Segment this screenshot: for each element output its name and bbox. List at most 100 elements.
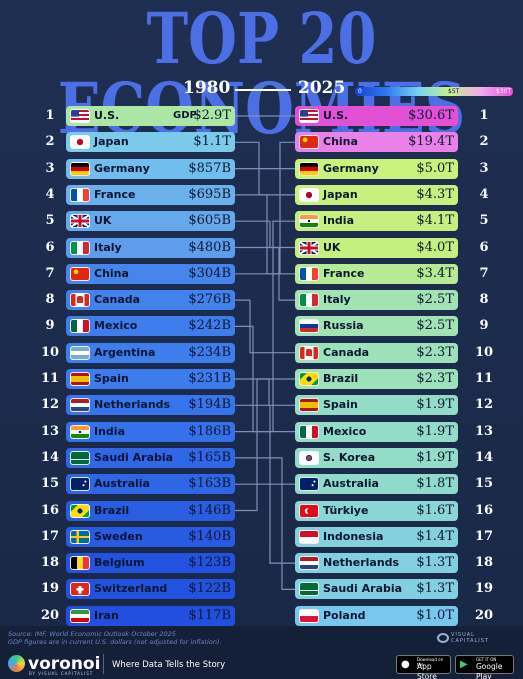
rank-2025-16: 16 <box>474 502 494 518</box>
rank-2025-4: 4 <box>479 186 489 202</box>
rank-1980-8: 8 <box>45 292 55 308</box>
rank-1980-10: 10 <box>40 344 60 360</box>
us-flag-icon <box>70 109 90 123</box>
in-flag-icon <box>299 214 319 229</box>
rank-2025-19: 19 <box>474 581 494 597</box>
app-store-button[interactable]: ● Download on the App Store <box>396 655 451 679</box>
connector-uk <box>235 220 295 249</box>
rank-2025-12: 12 <box>474 397 494 413</box>
google-play-label: Google Play <box>476 662 503 679</box>
rank-1980-5: 5 <box>45 213 55 229</box>
uk-flag-icon <box>70 214 90 229</box>
value-1980-14: $165B <box>188 449 231 465</box>
bar-2025-tr <box>295 500 458 521</box>
bar-2025-ca <box>295 342 458 363</box>
value-1980-19: $122B <box>188 581 231 597</box>
tr-flag-icon <box>299 503 319 518</box>
country-1980-7: China <box>94 266 129 280</box>
country-1980-3: Germany <box>94 161 150 175</box>
bar-2025-au <box>295 474 458 495</box>
value-2025-9: $2.5T <box>416 318 454 334</box>
mx-flag-icon <box>299 424 319 439</box>
country-1980-4: France <box>94 187 136 201</box>
country-2025-14: S. Korea <box>323 450 376 464</box>
value-1980-1: $2.9T <box>193 108 231 123</box>
country-2025-16: Türkiye <box>323 503 369 517</box>
country-1980-6: Italy <box>94 240 122 254</box>
bar-1980-ca <box>66 290 235 311</box>
es-flag-icon <box>70 372 90 386</box>
country-1980-13: India <box>94 424 125 438</box>
value-1980-3: $857B <box>188 160 231 176</box>
value-2025-17: $1.4T <box>416 528 454 544</box>
country-1980-19: Switzerland <box>94 582 168 596</box>
value-1980-15: $163B <box>188 476 231 492</box>
nl-flag-icon <box>299 556 319 571</box>
value-1980-11: $231B <box>188 371 231 386</box>
country-2025-2: China <box>323 135 358 149</box>
year-2025-label: 2025 <box>298 78 346 98</box>
rank-1980-20: 20 <box>40 607 60 623</box>
country-1980-5: UK <box>94 214 112 228</box>
value-2025-13: $1.9T <box>416 423 454 439</box>
uk-flag-icon <box>299 240 319 255</box>
bar-1980-fr <box>66 184 235 205</box>
country-1980-12: Netherlands <box>94 398 171 412</box>
it-flag-icon <box>299 293 319 308</box>
bar-1980-ch <box>66 579 235 600</box>
bar-2025-us <box>295 106 458 126</box>
ch-flag-icon <box>70 582 90 597</box>
bar-1980-cn <box>66 263 235 284</box>
be-flag-icon <box>70 556 90 571</box>
cn-flag-icon <box>70 266 90 281</box>
connector-cn <box>235 141 295 275</box>
bar-1980-be <box>66 553 235 574</box>
fr-flag-icon <box>70 187 90 202</box>
rank-2025-13: 13 <box>474 423 494 439</box>
country-2025-4: Japan <box>323 187 358 201</box>
value-2025-6: $4.0T <box>416 239 454 255</box>
rank-1980-12: 12 <box>40 397 60 413</box>
country-1980-18: Belgium <box>94 556 145 570</box>
tagline-divider <box>103 654 104 674</box>
bar-1980-br <box>66 500 235 521</box>
rank-2025-6: 6 <box>479 239 489 255</box>
country-2025-7: France <box>323 266 365 280</box>
google-play-button[interactable]: ▶ GET IT ON Google Play <box>455 655 514 679</box>
bar-1980-au <box>66 474 235 495</box>
au-flag-icon <box>299 477 319 492</box>
value-2025-12: $1.9T <box>416 397 454 413</box>
pl-flag-icon <box>299 608 319 623</box>
legend-min-label: 0 <box>358 88 362 95</box>
legend-max-label: $30T <box>496 88 512 95</box>
app-store-small-text: Download on the <box>417 657 444 667</box>
value-1980-16: $146B <box>188 502 231 518</box>
fr-flag-icon <box>299 266 319 281</box>
rank-2025-11: 11 <box>474 371 494 386</box>
country-2025-6: UK <box>323 240 341 254</box>
id-flag-icon <box>299 529 319 544</box>
jp-flag-icon <box>70 135 90 150</box>
country-1980-1: U.S. <box>94 109 120 122</box>
bar-1980-us <box>66 106 235 126</box>
rank-1980-1: 1 <box>45 108 55 123</box>
de-flag-icon <box>70 161 90 176</box>
bar-1980-nl <box>66 395 235 416</box>
visual-capitalist-logo: VISUAL CAPITALIST <box>451 632 489 644</box>
source-footnote: GDP figures are in current U.S. dollars … <box>8 638 222 646</box>
brand-name: voronoi <box>28 654 101 674</box>
rank-1980-19: 19 <box>40 581 60 597</box>
country-2025-9: Russia <box>323 319 364 333</box>
bar-1980-mx <box>66 316 235 337</box>
country-1980-16: Brazil <box>94 503 130 517</box>
in-flag-icon <box>70 424 90 439</box>
bar-1980-se <box>66 526 235 547</box>
value-2025-19: $1.3T <box>416 581 454 597</box>
rank-1980-17: 17 <box>40 528 60 544</box>
country-2025-8: Italy <box>323 293 351 307</box>
bar-2025-id <box>295 526 458 547</box>
se-flag-icon <box>70 529 90 544</box>
bar-1980-de <box>66 158 235 179</box>
